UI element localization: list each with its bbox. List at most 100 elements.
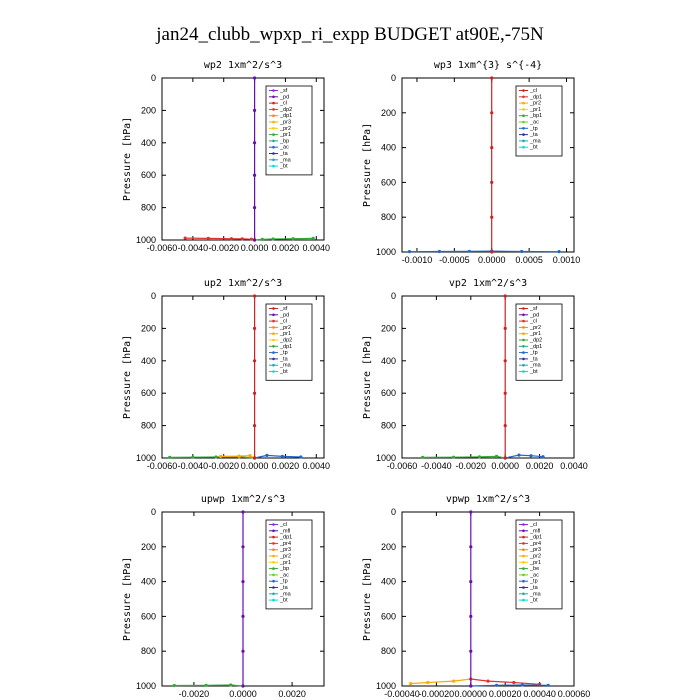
x-tick-label: 0.0010: [553, 255, 581, 265]
legend-entry: _tp: [529, 126, 538, 132]
x-tick-label: -0.00020: [419, 689, 455, 699]
legend-entry: _ta: [279, 356, 289, 362]
legend-entry: _pr2: [529, 554, 541, 560]
legend-entry: _pd: [279, 312, 289, 318]
legend-marker: [522, 370, 525, 373]
y-tick-label: 200: [141, 323, 156, 333]
legend-entry: _tp: [529, 350, 538, 356]
legend-box: [265, 303, 313, 381]
series-point: [252, 141, 257, 145]
x-tick-label: 0.0020: [278, 689, 306, 699]
legend-entry: _bt: [529, 145, 538, 151]
legend-marker: [522, 598, 525, 602]
series-2: [241, 510, 245, 688]
x-tick-label: 0.00020: [489, 689, 522, 699]
series-point: [437, 249, 441, 254]
y-tick-label: 800: [141, 646, 156, 656]
series-point: [490, 215, 494, 219]
legend-marker: [522, 579, 525, 583]
legend-marker: [522, 319, 525, 323]
x-tick-label: -0.0020: [179, 689, 210, 699]
series-point: [299, 455, 303, 459]
series-point: [503, 326, 507, 330]
y-tick-label: 400: [381, 577, 396, 587]
legend-marker: [272, 586, 275, 589]
series-line: [470, 678, 540, 685]
series-point: [280, 454, 284, 458]
legend-entry: _bp: [279, 566, 289, 572]
x-tick-label: -0.0020: [208, 461, 239, 471]
y-tick-label: 0: [151, 507, 156, 517]
x-tick-label: -0.0060: [147, 243, 178, 253]
legend-entry: _pr2: [529, 101, 541, 107]
series-point: [241, 510, 245, 514]
legend-entry: _dp2: [279, 338, 292, 344]
legend-entry: _ac: [529, 572, 539, 578]
series-point: [252, 173, 257, 177]
y-tick-label: 200: [381, 542, 396, 552]
y-axis-label: Pressure [hPa]: [362, 123, 373, 207]
series-line: [409, 250, 560, 253]
y-tick-label: 0: [151, 291, 156, 301]
legend-marker: [522, 95, 525, 99]
series-4: [469, 510, 473, 688]
legend-entry: _sf: [279, 88, 288, 94]
legend-entry: _cl: [279, 101, 287, 107]
y-tick-label: 200: [141, 542, 156, 552]
legend-entry: _mfl: [279, 528, 290, 534]
y-tick-label: 600: [381, 611, 396, 621]
series-point: [241, 684, 245, 688]
legend-entry: _dp1: [279, 344, 292, 350]
series-point: [249, 237, 254, 241]
legend-marker: [522, 351, 525, 354]
panel-2: wp3 1xm^{3} s^{-4} 0 200 400 600 800 1000 -0.00…: [362, 60, 580, 265]
x-tick-label: 0.0040: [303, 243, 331, 253]
series-point: [495, 454, 499, 458]
x-tick-label: -0.0040: [178, 243, 209, 253]
series-3: [252, 453, 303, 460]
series-point: [229, 237, 234, 241]
legend-entry: _pr2: [279, 554, 291, 560]
legend-marker: [272, 548, 275, 551]
legend-marker: [522, 145, 525, 149]
y-tick-label: 800: [381, 212, 396, 222]
series-point: [241, 545, 245, 549]
legend-entry: _pr1: [279, 560, 291, 566]
legend-entry: _ma: [529, 138, 542, 144]
legend-entry: _pr1: [529, 107, 541, 113]
series-point: [229, 683, 233, 687]
y-axis-label: Pressure [hPa]: [122, 557, 133, 641]
y-tick-label: 200: [141, 105, 156, 115]
series-point: [490, 250, 494, 254]
legend-marker: [522, 338, 525, 342]
legend-marker: [272, 108, 275, 111]
legend-entry: _bt: [279, 369, 288, 375]
legend-entry: _cl: [279, 522, 287, 528]
series-point: [557, 250, 561, 254]
series-point: [546, 683, 550, 687]
x-tick-label: 0.00000: [455, 689, 488, 699]
y-tick-label: 1000: [376, 247, 396, 257]
legend-marker: [522, 127, 525, 130]
y-tick-label: 800: [141, 421, 156, 431]
legend-marker: [522, 307, 525, 310]
x-tick-label: 0.0040: [303, 461, 331, 471]
y-tick-label: 800: [381, 646, 396, 656]
legend-marker: [522, 133, 525, 136]
legend-marker: [522, 108, 525, 111]
legend-marker: [272, 95, 275, 99]
legend: _sf_pd_cl_dp2_dp1_pr3_pr2_pr1_bp_ac_ta_m…: [265, 85, 313, 176]
legend-entry: _tp: [279, 579, 288, 585]
y-tick-label: 1000: [136, 235, 156, 245]
legend-box: [515, 303, 563, 381]
x-tick-label: -0.0060: [387, 461, 418, 471]
series-point: [467, 249, 471, 253]
legend: _sf_pd_cl_pr2_pr1_dp2_dp1_tp_ta_ma_bt: [515, 303, 563, 381]
legend-entry: _pr2: [279, 325, 291, 331]
legend-entry: _dp1: [529, 94, 542, 100]
y-tick-label: 800: [381, 421, 396, 431]
legend-entry: _ma: [279, 157, 292, 163]
series-point: [469, 580, 473, 584]
legend-entry: _ma: [279, 591, 292, 597]
